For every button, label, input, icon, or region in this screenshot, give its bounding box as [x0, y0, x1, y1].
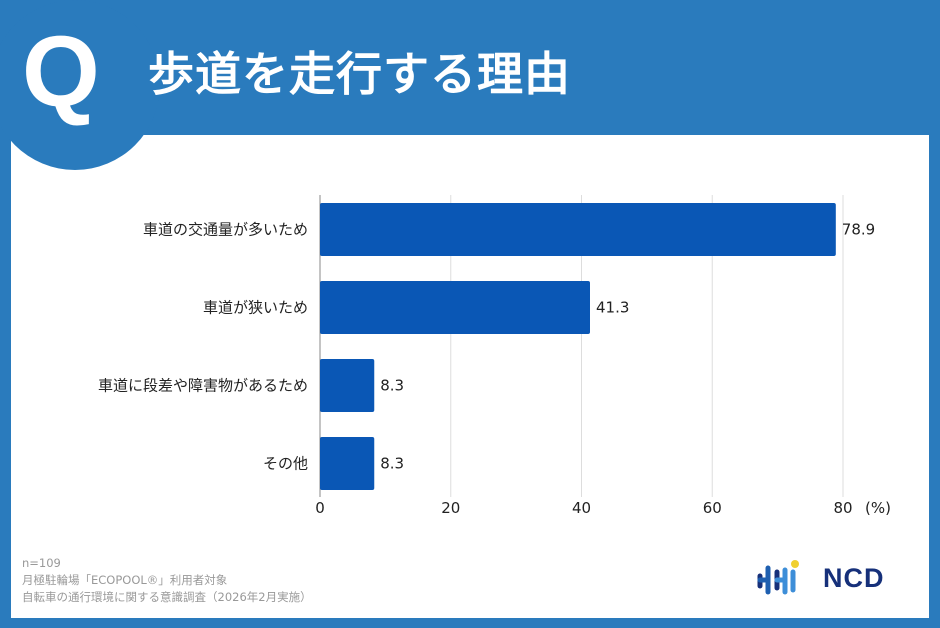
category-label: 車道に段差や障害物があるため — [98, 377, 308, 395]
survey-name: 自転車の通行環境に関する意識調査（2026年2月実施） — [22, 590, 312, 604]
category-label: その他 — [263, 455, 308, 473]
page-title: 歩道を走行する理由 — [148, 47, 571, 101]
data-label: 41.3 — [596, 299, 629, 317]
x-unit-label: (%) — [865, 499, 891, 517]
bar — [320, 281, 590, 334]
bar — [320, 359, 375, 412]
category-label: 車道の交通量が多いため — [143, 221, 308, 239]
header-circle — [0, 0, 160, 170]
x-tick-label: 0 — [315, 499, 325, 517]
data-label: 8.3 — [380, 455, 404, 473]
footer-notes: n=109 月極駐輪場「ECOPOOL®」利用者対象 自転車の通行環境に関する意… — [22, 555, 312, 606]
q-mark: Q — [22, 16, 100, 128]
sample-size: n=109 — [22, 556, 61, 570]
category-label: 車道が狭いため — [203, 299, 308, 317]
ncd-logo: NCD — [755, 558, 885, 598]
logo-mark-icon — [757, 560, 799, 595]
data-label: 8.3 — [380, 377, 404, 395]
x-tick-label: 80 — [833, 499, 852, 517]
bar — [320, 437, 375, 490]
survey-target: 月極駐輪場「ECOPOOL®」利用者対象 — [22, 573, 228, 587]
logo-text: NCD — [823, 562, 885, 593]
data-label: 78.9 — [842, 221, 875, 239]
x-tick-label: 60 — [703, 499, 722, 517]
x-tick-label: 20 — [441, 499, 460, 517]
bar — [320, 203, 836, 256]
x-tick-label: 40 — [572, 499, 591, 517]
